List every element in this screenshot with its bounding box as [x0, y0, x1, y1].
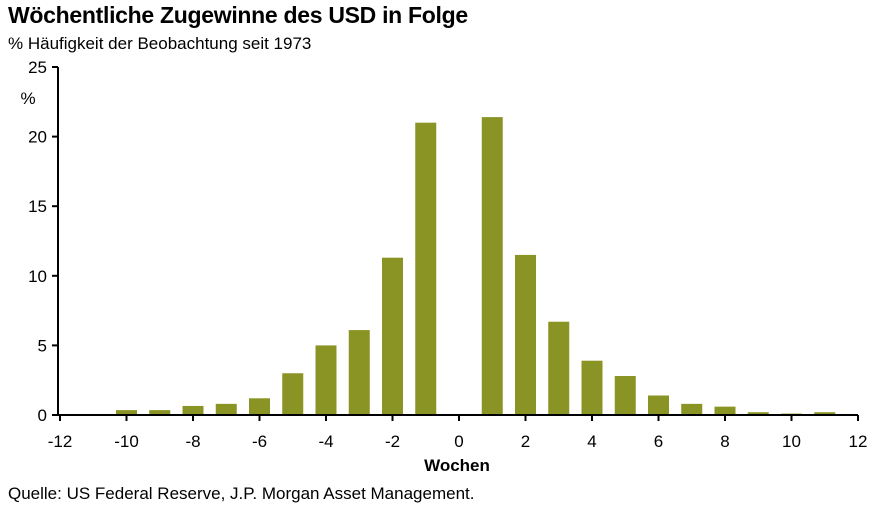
y-tick-label: 10: [28, 267, 47, 286]
y-axis-unit-label: %: [20, 89, 35, 108]
bar-week--4: [315, 345, 337, 415]
bar-week-11: [814, 412, 836, 415]
x-tick-label: 6: [654, 432, 663, 451]
bar-week-7: [681, 403, 703, 415]
bar-week-4: [581, 360, 603, 415]
y-tick-label: 5: [38, 336, 47, 355]
bar-week-9: [747, 412, 769, 415]
source-note: Quelle: US Federal Reserve, J.P. Morgan …: [8, 484, 475, 503]
chart-subtitle: % Häufigkeit der Beobachtung seit 1973: [8, 34, 312, 53]
x-tick-label: 12: [849, 432, 868, 451]
x-tick-label: -6: [252, 432, 267, 451]
y-tick-label: 15: [28, 197, 47, 216]
y-ticks-group: 0 5 10 15 20 25: [28, 58, 58, 425]
bar-week--2: [382, 257, 403, 415]
y-tick-label: 0: [38, 406, 47, 425]
bar-week--10: [116, 410, 137, 415]
x-tick-label: -4: [318, 432, 333, 451]
bar-week--1: [415, 122, 437, 416]
bar-week-6: [648, 395, 669, 415]
bar-week--8: [182, 405, 204, 415]
x-tick-label: -8: [185, 432, 200, 451]
x-axis-label: Wochen: [424, 456, 490, 475]
bar-week-2: [515, 254, 536, 415]
bar-week-3: [548, 321, 570, 415]
x-tick-label: 10: [782, 432, 801, 451]
bars-group: [116, 117, 836, 416]
x-tick-label: 8: [720, 432, 729, 451]
bar-week--9: [149, 410, 171, 415]
x-ticks-group: -12 -10 -8 -6 -4 -2 0 2 4 6 8 10 12: [48, 415, 868, 451]
y-tick-label: 25: [28, 58, 47, 77]
x-tick-label: 2: [521, 432, 530, 451]
x-tick-label: -12: [48, 432, 73, 451]
bar-week-8: [714, 406, 736, 415]
bar-week--7: [215, 403, 237, 415]
x-tick-label: 4: [587, 432, 596, 451]
bar-week--3: [348, 330, 370, 415]
chart-title: Wöchentliche Zugewinne des USD in Folge: [8, 2, 468, 28]
bar-week-5: [614, 376, 636, 415]
x-tick-label: 0: [454, 432, 463, 451]
bar-week--6: [249, 398, 270, 415]
x-tick-label: -2: [385, 432, 400, 451]
bar-week-1: [481, 117, 503, 415]
y-tick-label: 20: [28, 128, 47, 147]
bar-week--5: [282, 373, 304, 415]
x-tick-label: -10: [114, 432, 139, 451]
